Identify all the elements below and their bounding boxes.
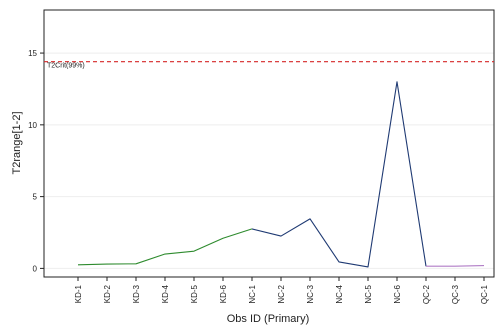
x-axis-ticks: KD-1 KD-2 KD-3 KD-4 KD-5 KD-6 NC-1 NC-2 NC-3 NC-4…	[74, 277, 489, 304]
x-tick-label: KD-2	[103, 284, 112, 303]
x-tick-label: KD-1	[74, 284, 83, 303]
y-tick-label: 15	[28, 49, 37, 58]
y-tick-label: 10	[28, 121, 37, 130]
series-line	[77, 228, 253, 266]
x-tick-label: KD-6	[219, 284, 228, 303]
series-group	[77, 81, 485, 268]
x-tick-label: KD-3	[132, 284, 141, 303]
x-tick-label: QC-3	[451, 284, 460, 304]
series-line	[426, 264, 485, 267]
y-axis-ticks: 0 5 10 15	[28, 49, 44, 273]
x-tick-label: NC-1	[248, 284, 257, 303]
series-line	[251, 81, 427, 268]
reference-line-label: T2Crit(99%)	[47, 63, 85, 70]
y-axis-title: T2range[1-2]	[11, 112, 23, 175]
x-tick-label: NC-4	[335, 284, 344, 303]
x-tick-label: NC-5	[364, 284, 373, 303]
x-tick-label: KD-5	[190, 284, 199, 303]
grid-lines	[44, 52, 494, 269]
x-tick-label: QC-2	[422, 284, 431, 304]
x-axis-title: Obs ID (Primary)	[227, 313, 310, 325]
x-tick-label: NC-3	[306, 284, 315, 303]
x-tick-label: QC-1	[480, 284, 489, 304]
y-tick-label: 5	[33, 193, 38, 202]
y-tick-label: 0	[33, 264, 38, 273]
reference-line-group: T2Crit(99%)	[44, 61, 494, 70]
x-tick-label: KD-4	[161, 284, 170, 303]
x-tick-label: NC-6	[393, 284, 402, 303]
x-tick-label: NC-2	[277, 284, 286, 303]
plot-frame	[43, 9, 495, 278]
